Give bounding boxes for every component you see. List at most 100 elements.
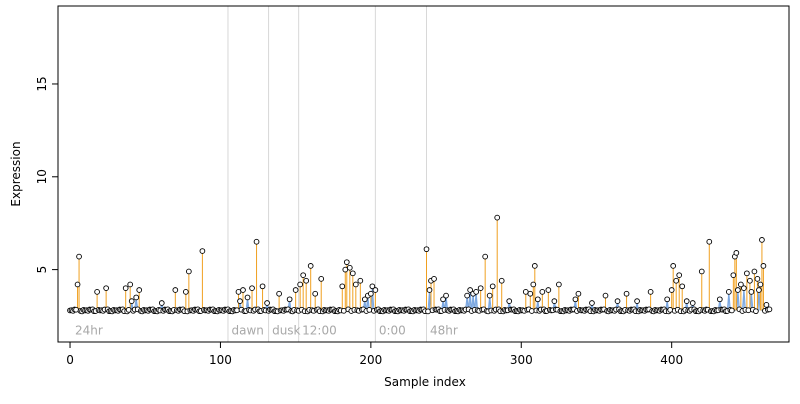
peak-point: [489, 283, 496, 290]
peak-point: [647, 289, 654, 295]
data-point: [464, 292, 470, 299]
peak-point: [199, 248, 206, 254]
peak-point: [539, 289, 546, 295]
y-tick-label: 5: [35, 266, 49, 274]
x-tick-label: 100: [209, 353, 232, 367]
data-point: [689, 300, 696, 306]
data-point: [244, 294, 251, 301]
peak-point: [733, 250, 740, 256]
peak-point: [249, 285, 255, 292]
peak-point: [754, 276, 761, 282]
data-point: [667, 307, 674, 313]
data-point: [361, 296, 368, 303]
data-point: [286, 296, 293, 303]
peak-point: [477, 285, 484, 292]
peak-point: [531, 263, 538, 269]
peak-point: [259, 283, 266, 290]
x-tick-label: 200: [359, 353, 382, 367]
peak-point: [339, 283, 346, 290]
peak-point: [307, 263, 314, 269]
y-tick-label: 10: [35, 169, 49, 184]
data-point: [741, 285, 747, 292]
data-point: [763, 302, 770, 308]
peak-point: [297, 281, 304, 288]
data-point: [725, 289, 732, 295]
data-point: [728, 307, 735, 314]
peak-point: [372, 287, 379, 293]
peak-point: [545, 287, 552, 293]
peak-point: [759, 237, 765, 243]
data-point: [664, 296, 671, 303]
data-point: [443, 292, 449, 299]
peak-point: [431, 276, 437, 282]
data-point: [73, 306, 79, 313]
data-point: [735, 287, 741, 293]
peak-point: [103, 285, 109, 292]
data-point: [366, 307, 373, 313]
segment-labels: 24hr dawn dusk 12:00 0:00 48hr: [75, 323, 458, 337]
peak-point: [300, 272, 307, 279]
data-point: [425, 308, 431, 315]
data-point: [426, 287, 433, 293]
data-point: [753, 308, 759, 315]
peak-point: [747, 277, 753, 284]
data-points: [67, 214, 773, 315]
peak-point: [182, 289, 189, 295]
data-point: [614, 298, 621, 305]
peak-point: [676, 272, 683, 279]
peak-point: [494, 214, 501, 221]
data-point: [589, 300, 595, 306]
segment-label: 0:00: [379, 323, 406, 337]
peak-point: [357, 277, 364, 284]
data-point: [234, 307, 240, 314]
y-axis-label: Expression: [9, 141, 23, 206]
peak-point: [74, 281, 81, 288]
x-tick-label: 400: [660, 353, 683, 367]
x-axis: 0 100 200 300 400: [66, 341, 683, 367]
segment-label: dusk: [272, 323, 300, 337]
data-point: [125, 307, 132, 313]
peak-point: [127, 281, 134, 288]
data-point: [551, 298, 558, 305]
peak-stems: [77, 217, 764, 311]
data-point: [506, 298, 513, 305]
data-point: [756, 287, 762, 293]
peak-point: [186, 268, 192, 275]
peak-point: [343, 259, 350, 266]
segment-dividers: [227, 6, 428, 342]
peak-point: [556, 281, 562, 288]
peak-point: [760, 263, 767, 269]
peak-point: [498, 277, 505, 284]
data-point: [528, 308, 535, 314]
peak-point: [575, 290, 582, 297]
segment-label: 48hr: [430, 323, 458, 337]
data-point: [748, 289, 755, 295]
peak-point: [352, 281, 359, 288]
peak-point: [122, 285, 129, 292]
data-point: [766, 306, 773, 313]
data-point: [264, 300, 270, 306]
peak-point: [253, 238, 260, 245]
data-point: [534, 296, 541, 303]
peak-point: [303, 277, 310, 284]
peak-point: [292, 287, 299, 293]
peak-point: [76, 253, 82, 260]
peak-point: [679, 283, 686, 290]
peak-point: [530, 281, 537, 288]
data-point: [683, 298, 690, 305]
peak-point: [623, 290, 630, 297]
peak-point: [276, 290, 282, 297]
segment-label: 24hr: [75, 323, 103, 337]
peak-point: [94, 289, 100, 295]
peak-point: [482, 253, 489, 260]
data-point: [572, 296, 579, 303]
data-point: [133, 294, 140, 301]
data-point: [440, 296, 446, 303]
y-axis: 5 10 15: [35, 76, 59, 274]
x-tick-label: 300: [510, 353, 533, 367]
peak-point: [312, 290, 319, 297]
data-point: [467, 287, 473, 293]
peak-point: [527, 290, 534, 297]
